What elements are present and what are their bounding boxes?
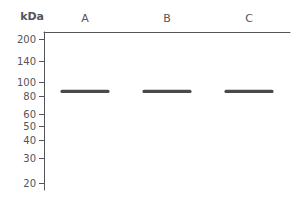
svg-text:100: 100	[17, 77, 36, 88]
svg-text:140: 140	[17, 56, 36, 67]
svg-text:50: 50	[23, 121, 36, 132]
svg-text:C: C	[245, 12, 253, 25]
svg-text:200: 200	[17, 34, 36, 45]
svg-text:30: 30	[23, 153, 36, 164]
svg-text:80: 80	[23, 91, 36, 102]
svg-text:kDa: kDa	[20, 10, 44, 23]
svg-text:40: 40	[23, 135, 36, 146]
svg-text:60: 60	[23, 109, 36, 120]
svg-text:B: B	[163, 12, 171, 25]
svg-text:A: A	[81, 12, 89, 25]
svg-text:20: 20	[23, 178, 36, 189]
